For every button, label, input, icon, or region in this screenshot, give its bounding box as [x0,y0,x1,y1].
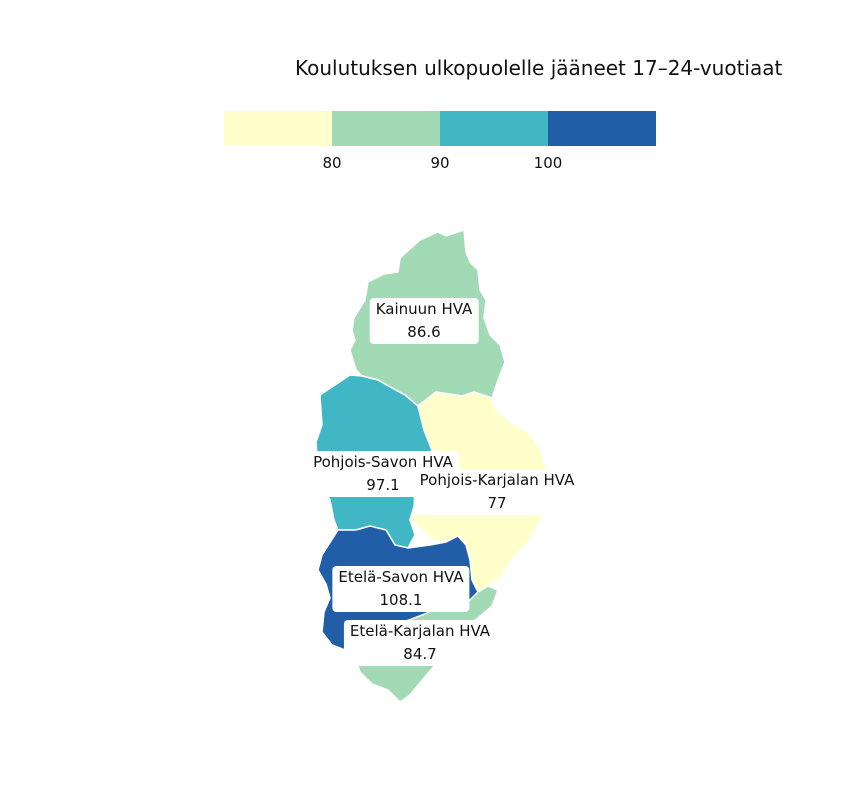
label-pohjois-karjalan-hva: Pohjois-Karjalan HVA 77 [413,469,581,515]
map-title: Koulutuksen ulkopuolelle jääneet 17–24-v… [295,56,783,80]
label-region-name: Pohjois-Savon HVA [313,453,453,471]
label-region-name: Kainuun HVA [375,300,473,318]
label-region-value: 77 [487,494,507,512]
legend-tick-2: 90 [430,154,450,172]
label-region-name: Pohjois-Karjalan HVA [419,471,575,489]
label-kainuun-hva: Kainuun HVA 86.6 [369,298,479,344]
label-region-name: Etelä-Savon HVA [338,568,464,586]
legend-swatch-3 [440,111,548,146]
color-legend [224,111,656,146]
label-region-name: Etelä-Karjalan HVA [349,622,491,640]
legend-swatch-4 [548,111,656,146]
legend-swatch-1 [224,111,332,146]
label-region-value: 108.1 [379,591,423,609]
legend-tick-1: 80 [322,154,342,172]
label-etela-karjalan-hva: Etelä-Karjalan HVA 84.7 [343,620,497,666]
label-region-value: 97.1 [366,476,400,494]
label-etela-savon-hva: Etelä-Savon HVA 108.1 [332,566,470,612]
legend-swatch-2 [332,111,440,146]
label-region-value: 84.7 [403,645,437,663]
legend-tick-3: 100 [533,154,563,172]
label-region-value: 86.6 [407,323,441,341]
